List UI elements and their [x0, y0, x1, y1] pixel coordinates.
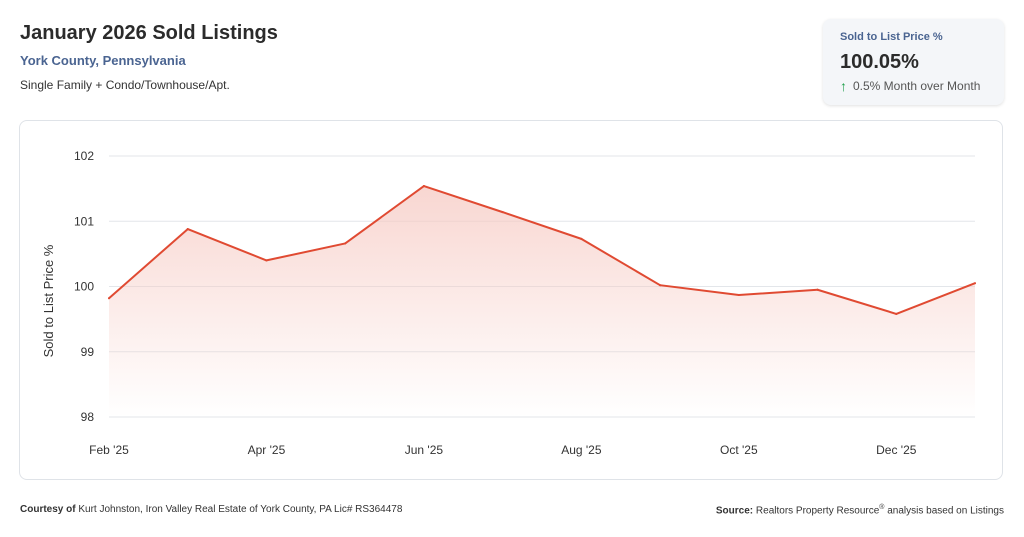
- area-fill: [109, 186, 975, 417]
- source-name: Realtors Property Resource: [755, 505, 880, 517]
- data-point: [974, 282, 976, 285]
- source-label: Source:: [715, 505, 754, 517]
- kpi-label: Sold to List Price %: [840, 31, 943, 43]
- series-area: [109, 186, 975, 417]
- data-point: [895, 312, 898, 315]
- y-tick-label: 98: [81, 410, 95, 424]
- x-tick-label: Feb '25: [89, 443, 129, 457]
- kpi-change-text: 0.5% Month over Month: [853, 79, 981, 93]
- x-tick-label: Aug '25: [561, 443, 602, 457]
- data-point: [659, 284, 662, 287]
- series-line-segment: [659, 284, 740, 296]
- series-line-segment: [895, 282, 976, 315]
- series-line-segment: [501, 211, 583, 240]
- series-line-segment: [737, 288, 819, 296]
- page-title: January 2026 Sold Listings: [20, 22, 278, 44]
- data-point: [816, 288, 819, 291]
- data-point: [501, 211, 504, 214]
- courtesy-footer: Courtesy of Kurt Johnston, Iron Valley R…: [20, 504, 402, 515]
- series-line-segment: [108, 228, 189, 300]
- y-axis-label: Sold to List Price %: [41, 244, 56, 357]
- location-subtitle: York County, Pennsylvania: [20, 53, 186, 68]
- source-footer: Source: Realtors Property Resource® anal…: [716, 504, 1004, 516]
- series-line: [108, 185, 976, 315]
- kpi-card: Sold to List Price % 100.05% ↑ 0.5% Mont…: [823, 19, 1004, 105]
- x-tick-label: Dec '25: [876, 443, 917, 457]
- data-point: [108, 297, 110, 300]
- kpi-change: ↑ 0.5% Month over Month: [840, 79, 980, 93]
- arrow-up-icon: ↑: [840, 78, 847, 94]
- x-tick-label: Oct '25: [720, 443, 758, 457]
- data-point: [737, 293, 740, 296]
- courtesy-text: Kurt Johnston, Iron Valley Real Estate o…: [78, 504, 403, 515]
- y-tick-label: 99: [81, 345, 95, 359]
- data-point: [422, 185, 425, 188]
- data-point: [344, 242, 347, 245]
- x-axis-ticks: Feb '25 Apr '25 Jun '25 Aug '25 Oct '25 Dec '…: [89, 443, 917, 457]
- series-line-segment: [186, 228, 268, 262]
- line-chart: 98 99 100 101 102 Feb '25 Apr '25 Jun '25 Aug '…: [41, 149, 976, 457]
- series-line-segment: [580, 237, 662, 287]
- y-tick-label: 101: [74, 214, 94, 228]
- registered-mark: ®: [879, 504, 885, 511]
- x-tick-label: Apr '25: [248, 443, 286, 457]
- data-point: [265, 259, 268, 262]
- series-line-segment: [265, 242, 347, 262]
- chart-container: 98 99 100 101 102 Feb '25 Apr '25 Jun '25 Aug '…: [19, 120, 1003, 480]
- y-tick-label: 102: [74, 149, 94, 163]
- series-line-segment: [344, 185, 425, 245]
- data-point: [580, 237, 583, 240]
- x-tick-label: Jun '25: [405, 443, 444, 457]
- series-line-segment: [816, 288, 898, 315]
- source-text: analysis based on Listings: [887, 505, 1004, 517]
- y-axis-ticks: 98 99 100 101 102: [74, 149, 94, 424]
- data-point: [186, 228, 189, 231]
- courtesy-label: Courtesy of: [20, 504, 76, 515]
- kpi-value: 100.05%: [840, 51, 919, 73]
- series-line-segment: [422, 185, 504, 214]
- property-types-label: Single Family + Condo/Townhouse/Apt.: [20, 78, 230, 92]
- y-tick-label: 100: [74, 280, 94, 294]
